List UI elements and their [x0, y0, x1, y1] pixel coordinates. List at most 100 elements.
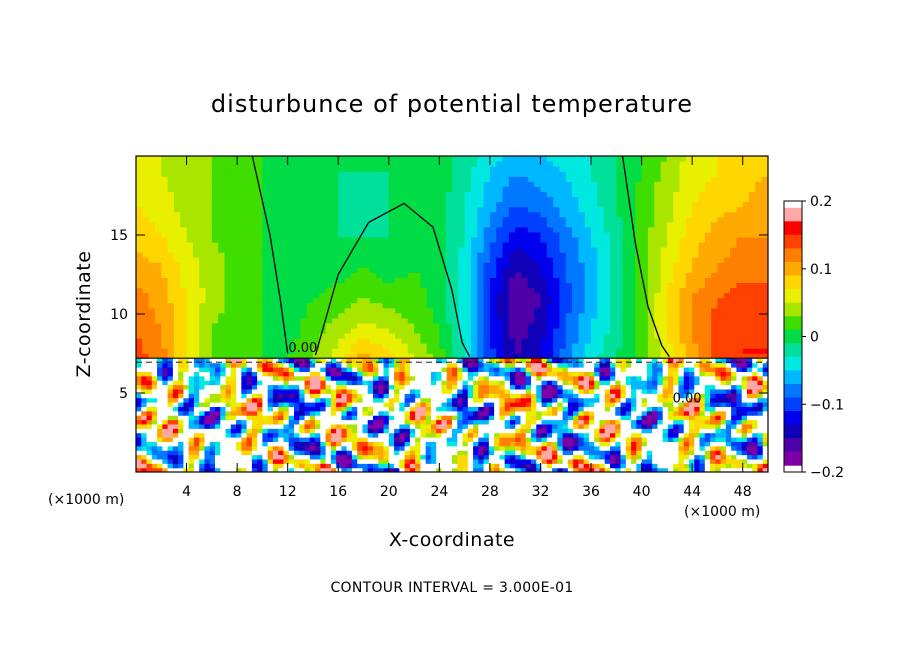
field-cell — [249, 277, 257, 283]
turbulence-cell — [241, 432, 248, 438]
field-cell — [527, 236, 535, 243]
field-cell — [458, 307, 466, 314]
field-cell — [433, 241, 440, 248]
field-cell — [565, 312, 573, 319]
field-cell — [180, 156, 188, 162]
turbulence-cell — [446, 463, 453, 469]
turbulence-cell — [215, 432, 221, 438]
field-cell — [407, 312, 415, 319]
field-cell — [243, 343, 251, 349]
field-cell — [211, 312, 219, 319]
turbulence-cell — [199, 441, 206, 447]
turbulence-cell — [167, 441, 174, 447]
field-cell — [142, 226, 150, 233]
field-cell — [268, 312, 276, 319]
field-cell — [496, 307, 504, 314]
turbulence-cell — [504, 445, 511, 451]
field-cell — [287, 312, 295, 319]
turbulence-cell — [662, 463, 669, 469]
field-cell — [414, 216, 421, 223]
turbulence-cell — [704, 458, 711, 464]
field-cell — [148, 247, 156, 253]
field-cell — [679, 338, 687, 344]
field-cell — [679, 206, 687, 213]
field-cell — [357, 221, 365, 228]
field-cell — [388, 196, 396, 203]
field-cell — [262, 353, 270, 359]
field-cell — [742, 262, 750, 268]
turbulence-cell — [146, 445, 153, 451]
field-cell — [584, 161, 592, 167]
field-cell — [527, 282, 535, 289]
turbulence-cell — [757, 441, 764, 447]
field-cell — [167, 332, 175, 339]
field-cell — [186, 252, 194, 258]
field-cell — [433, 231, 440, 238]
field-cell — [414, 206, 421, 213]
field-cell — [755, 302, 763, 309]
field-cell — [603, 302, 611, 309]
field-cell — [755, 353, 763, 359]
field-cell — [294, 161, 301, 167]
field-cell — [205, 292, 213, 299]
field-cell — [584, 166, 592, 172]
turbulence-cell — [531, 467, 537, 472]
field-cell — [312, 332, 320, 339]
turbulence-cell — [225, 432, 232, 438]
field-cell — [527, 201, 535, 208]
field-cell — [755, 343, 763, 349]
field-cell — [704, 161, 712, 167]
field-cell — [679, 221, 687, 228]
field-cell — [679, 181, 687, 187]
field-cell — [698, 231, 706, 238]
field-cell — [192, 241, 200, 248]
field-cell — [154, 166, 162, 172]
field-cell — [439, 206, 447, 213]
field-cell — [622, 206, 630, 213]
field-cell — [534, 181, 542, 187]
turbulence-cell — [251, 437, 258, 442]
field-cell — [167, 297, 175, 304]
field-cell — [218, 338, 226, 344]
field-cell — [470, 302, 478, 309]
field-cell — [489, 221, 497, 228]
turbulence-cell — [720, 445, 727, 451]
turbulence-cell — [578, 441, 585, 447]
field-cell — [407, 216, 415, 223]
field-cell — [730, 302, 737, 309]
field-cell — [610, 353, 617, 359]
field-cell — [704, 236, 712, 243]
turbulence-cell — [457, 445, 464, 451]
field-cell — [224, 292, 232, 299]
field-cell — [369, 171, 377, 177]
field-cell — [489, 297, 497, 304]
field-cell — [395, 161, 403, 167]
field-cell — [395, 312, 403, 319]
field-cell — [591, 317, 598, 324]
field-cell — [388, 161, 396, 167]
field-cell — [294, 206, 301, 213]
field-cell — [331, 292, 339, 299]
field-cell — [199, 171, 207, 177]
turbulence-cell — [388, 437, 395, 442]
field-cell — [306, 196, 314, 203]
field-cell — [211, 171, 219, 177]
field-cell — [445, 332, 453, 339]
turbulence-cell — [283, 458, 290, 464]
field-cell — [540, 166, 548, 172]
turbulence-cell — [420, 458, 427, 464]
turbulence-cell — [351, 458, 358, 464]
field-cell — [559, 231, 567, 238]
field-cell — [730, 267, 737, 273]
field-cell — [679, 297, 687, 304]
field-cell — [331, 196, 339, 203]
field-cell — [167, 353, 175, 359]
field-cell — [464, 247, 472, 253]
field-cell — [578, 221, 586, 228]
field-cell — [496, 226, 504, 233]
field-cell — [666, 282, 674, 289]
turbulence-cell — [178, 458, 184, 464]
turbulence-cell — [599, 454, 606, 460]
field-cell — [603, 332, 611, 339]
turbulence-cell — [394, 454, 400, 460]
